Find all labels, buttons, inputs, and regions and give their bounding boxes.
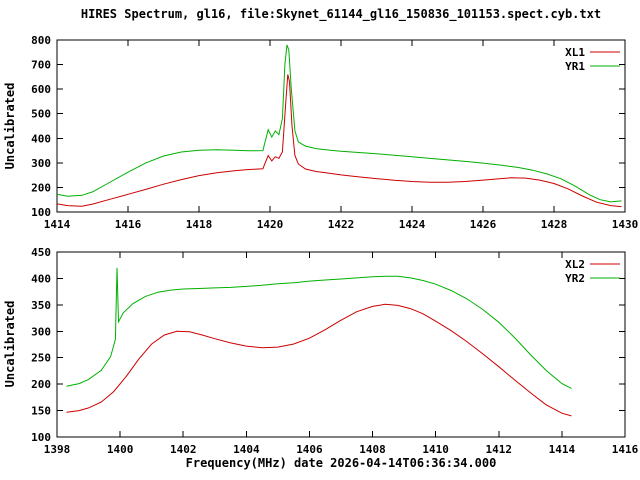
- y-tick-label: 800: [31, 34, 51, 47]
- x-tick-label: 1416: [115, 218, 142, 231]
- x-tick-label: 1426: [470, 218, 497, 231]
- y-tick-label: 100: [31, 431, 51, 444]
- x-tick-label: 1418: [186, 218, 213, 231]
- y-tick-label: 500: [31, 108, 51, 121]
- y-tick-label: 200: [31, 181, 51, 194]
- x-tick-label: 1398: [44, 443, 71, 456]
- x-tick-label: 1412: [486, 443, 513, 456]
- y-tick-label: 400: [31, 272, 51, 285]
- series-line-XL2: [66, 303, 572, 417]
- chart-title: HIRES Spectrum, gl16, file:Skynet_61144_…: [81, 7, 601, 22]
- legend-label-XL2: XL2: [565, 258, 585, 271]
- y-axis-label-bottom: Uncalibrated: [3, 301, 17, 388]
- plot-frame: [56, 251, 626, 438]
- y-tick-label: 350: [31, 299, 51, 312]
- series-line-YR1: [56, 44, 622, 203]
- x-tick-label: 1410: [422, 443, 449, 456]
- y-tick-label: 250: [31, 352, 51, 365]
- x-tick-label: 1428: [541, 218, 568, 231]
- series-line-XL1: [56, 74, 622, 208]
- x-tick-label: 1422: [328, 218, 355, 231]
- y-tick-label: 600: [31, 83, 51, 96]
- y-tick-label: 300: [31, 157, 51, 170]
- y-tick-label: 150: [31, 405, 51, 418]
- y-tick-label: 300: [31, 325, 51, 338]
- x-tick-label: 1420: [257, 218, 284, 231]
- y-tick-label: 700: [31, 59, 51, 72]
- y-tick-label: 400: [31, 132, 51, 145]
- x-tick-label: 1406: [296, 443, 323, 456]
- series-line-YR2: [66, 267, 572, 389]
- y-tick-label: 100: [31, 206, 51, 219]
- legend-label-YR1: YR1: [565, 60, 585, 73]
- x-tick-label: 1416: [612, 443, 639, 456]
- legend-label-YR2: YR2: [565, 272, 585, 285]
- x-axis-label: Frequency(MHz) date 2026-04-14T06:36:34.…: [186, 456, 497, 470]
- plot-panels: 1414 1416 1418 1420 1422 1424 1426 1428 1430 100 2…: [31, 34, 638, 456]
- x-tick-label: 1414: [549, 443, 576, 456]
- plot-frame: [56, 39, 626, 213]
- x-tick-label: 1414: [44, 218, 71, 231]
- y-tick-label: 450: [31, 246, 51, 259]
- y-tick-label: 200: [31, 378, 51, 391]
- legend-label-XL1: XL1: [565, 46, 585, 59]
- x-tick-label: 1430: [612, 218, 639, 231]
- x-tick-label: 1402: [170, 443, 197, 456]
- x-tick-label: 1404: [233, 443, 260, 456]
- y-axis-label-top: Uncalibrated: [3, 83, 17, 170]
- x-tick-label: 1408: [359, 443, 386, 456]
- x-tick-label: 1424: [399, 218, 426, 231]
- x-tick-label: 1400: [107, 443, 134, 456]
